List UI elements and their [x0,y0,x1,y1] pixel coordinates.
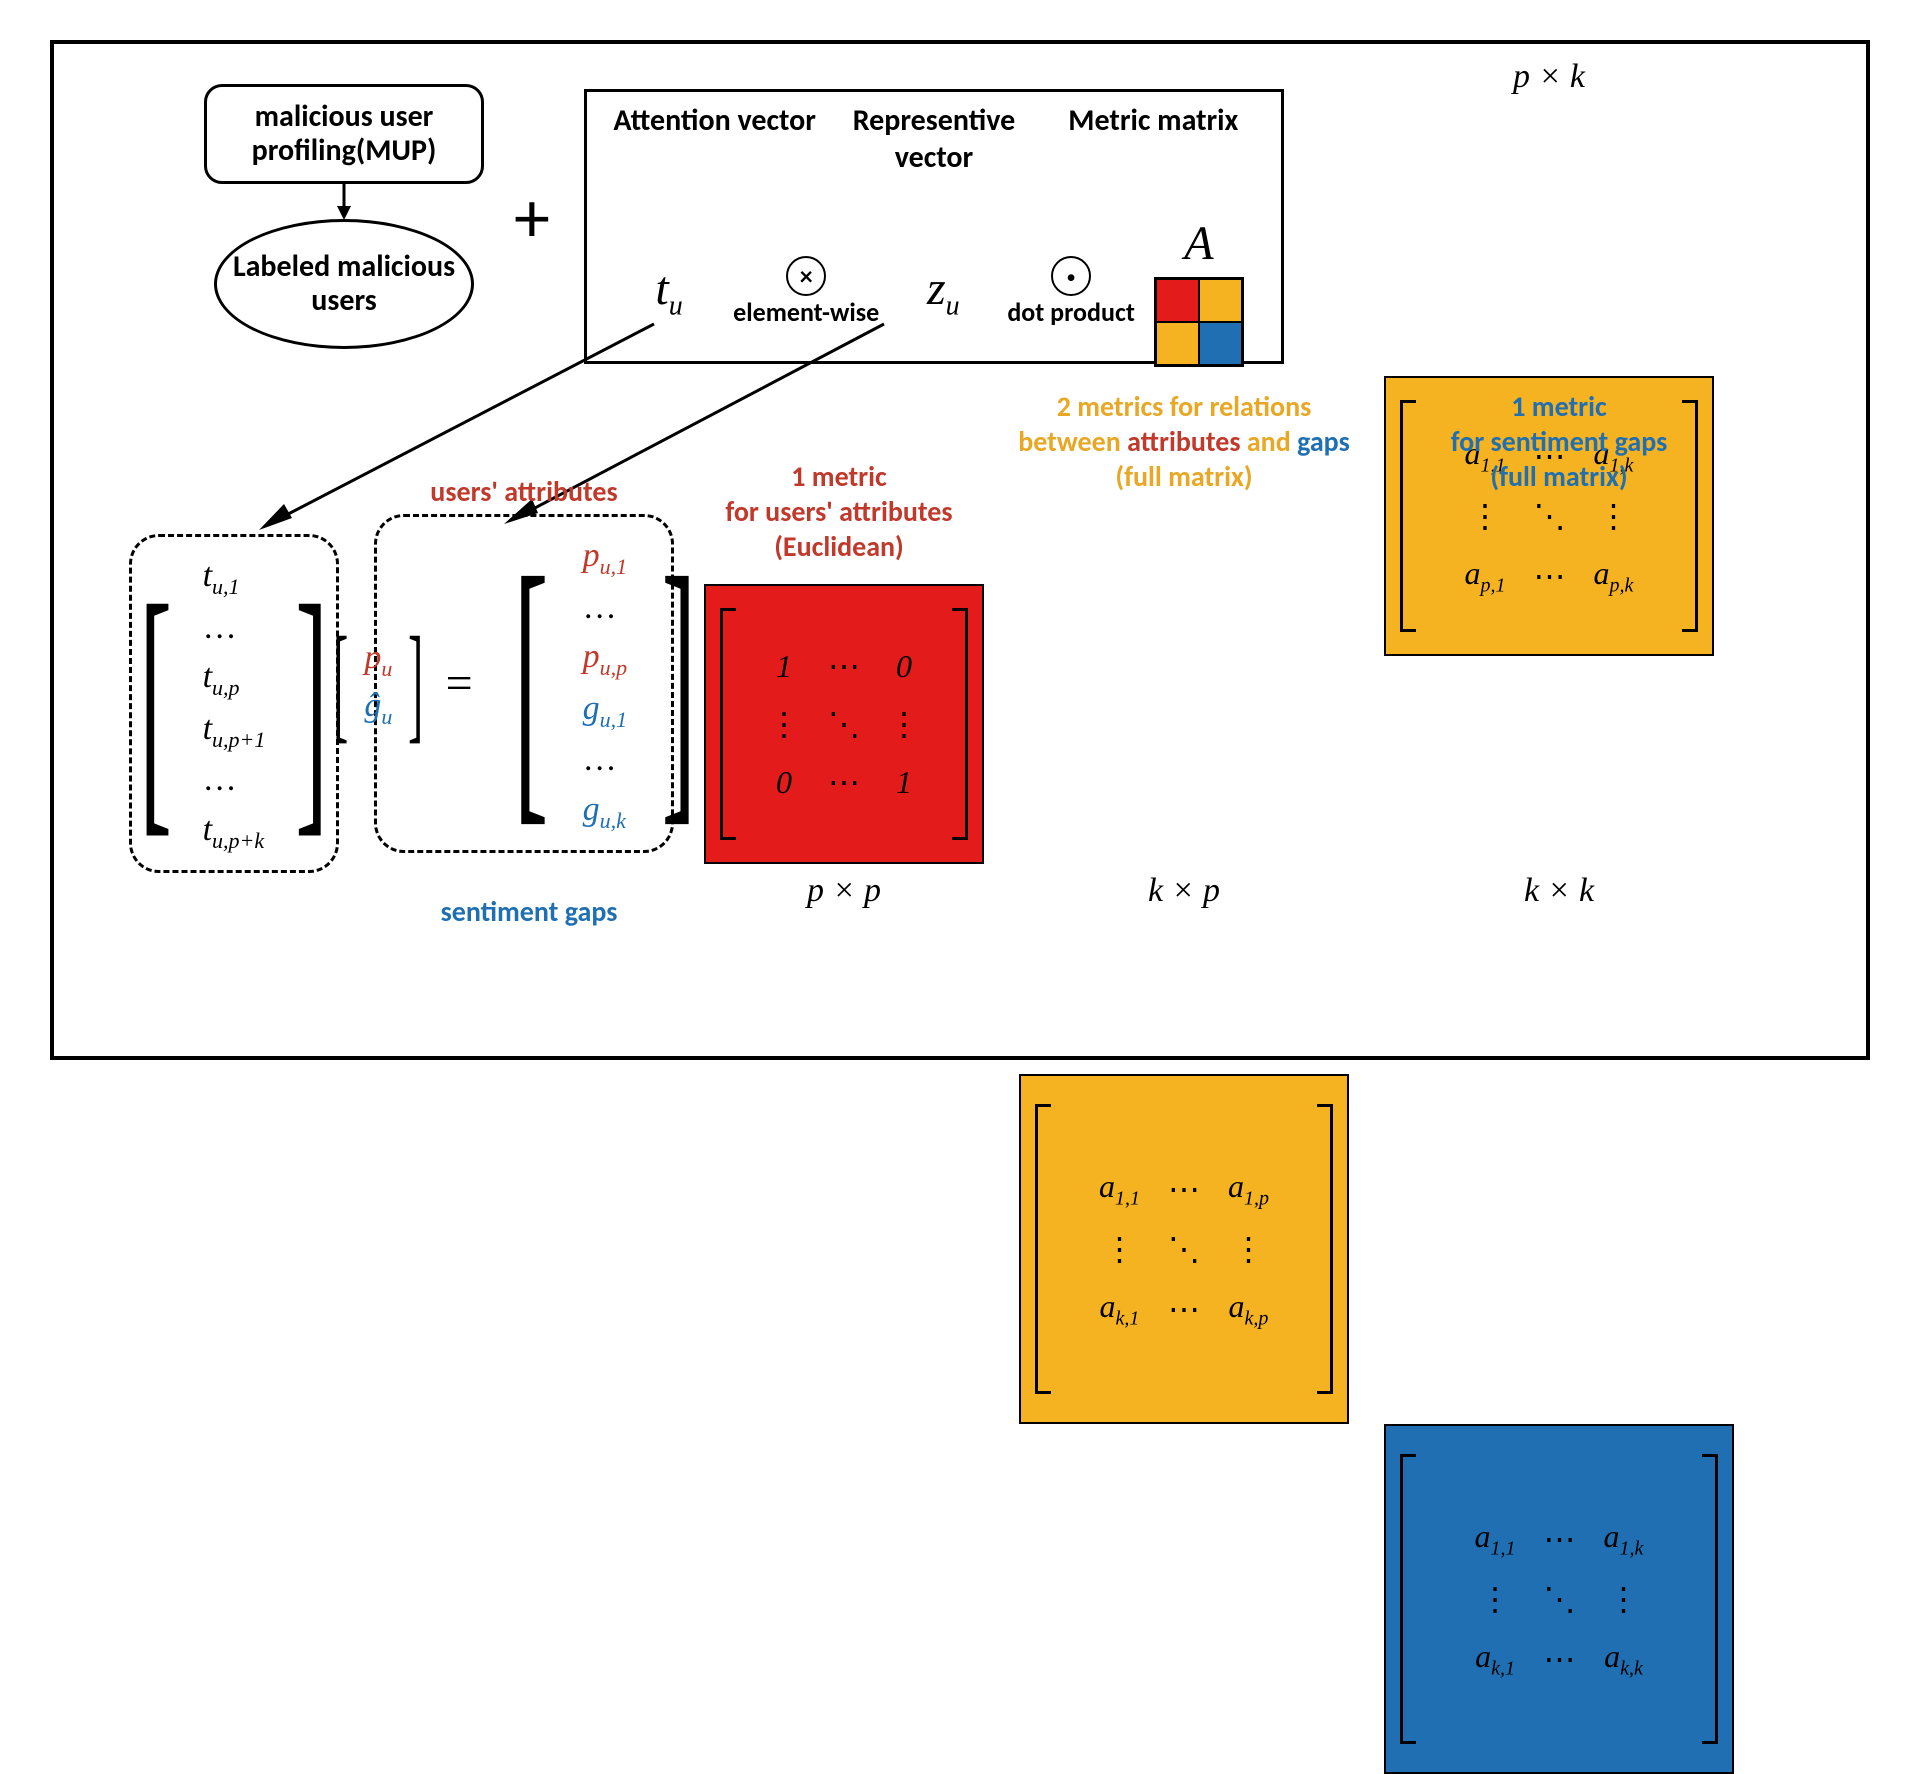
dot-op-icon: · [1051,256,1091,296]
A-symbol: A [1135,216,1263,271]
mini-cell-orange-tr [1199,279,1242,322]
header-representive: Representive vector [824,102,1043,176]
mini-matrix-icon [1154,277,1244,367]
tu-vector-rows: tu,1…tu,ptu,p+1…tu,p+k [203,551,266,856]
metric-orange-bottom-dim: k × p [1019,872,1349,910]
mini-cell-red [1156,279,1199,322]
zu-symbol: zu [927,262,960,315]
zu-vector-box: [ pu ĝu ] = [ pu,1…pu,pgu,1…gu,k ] [374,514,674,853]
metric-orange-bottom-matrix: a1,1⋯a1,p⋮⋱⋮ak,1⋯ak,p [1019,1074,1349,1424]
tu-vector-box: [ tu,1…tu,ptu,p+1…tu,p+k ] [129,534,339,873]
zu-vector-rows: pu,1…pu,pgu,1…gu,k [583,531,628,836]
tensor-op-icon: × [786,256,826,296]
metric-red-cells: 1⋯0⋮⋱⋮0⋯1 [768,647,920,801]
gu-symbol: ĝu [364,684,392,731]
metric-red-title: 1 metric for users' attributes (Euclidea… [694,459,984,564]
metric-red-matrix: 1⋯0⋮⋱⋮0⋯1 [704,584,984,864]
plus-sign: + [514,174,550,262]
mini-cell-blue [1199,322,1242,365]
metric-blue-matrix: a1,1⋯a1,k⋮⋱⋮ak,1⋯ak,k [1384,1424,1734,1774]
header-attention: Attention vector [605,102,824,176]
diagram-canvas: malicious user profiling(MUP) Labeled ma… [50,40,1870,1060]
metric-red-dim: p × p [704,872,984,910]
users-attributes-label: users' attributes [389,474,659,509]
pu-symbol: pu [364,636,392,683]
mini-cell-orange-bl [1156,322,1199,365]
metric-blue-dim: k × k [1384,872,1734,910]
metric-orange-bottom-cells: a1,1⋯a1,p⋮⋱⋮ak,1⋯ak,p [1099,1168,1269,1331]
mup-box-text: malicious user profiling(MUP) [207,100,481,169]
mup-box: malicious user profiling(MUP) [204,84,484,184]
metric-orange-title: 2 metrics for relations between attribut… [994,389,1374,494]
header-metric: Metric matrix [1044,102,1263,176]
arrow-mup-down [329,182,359,222]
equals-sign: = [446,656,473,711]
metric-orange-top-dim: p × k [1384,58,1714,96]
dotproduct-label: dot product [1007,296,1134,328]
elementwise-label: element-wise [733,296,879,328]
sentiment-gaps-label: sentiment gaps [409,894,649,929]
metric-blue-title: 1 metric for sentiment gaps (full matrix… [1389,389,1729,494]
metric-blue-cells: a1,1⋯a1,k⋮⋱⋮ak,1⋯ak,k [1475,1518,1644,1681]
